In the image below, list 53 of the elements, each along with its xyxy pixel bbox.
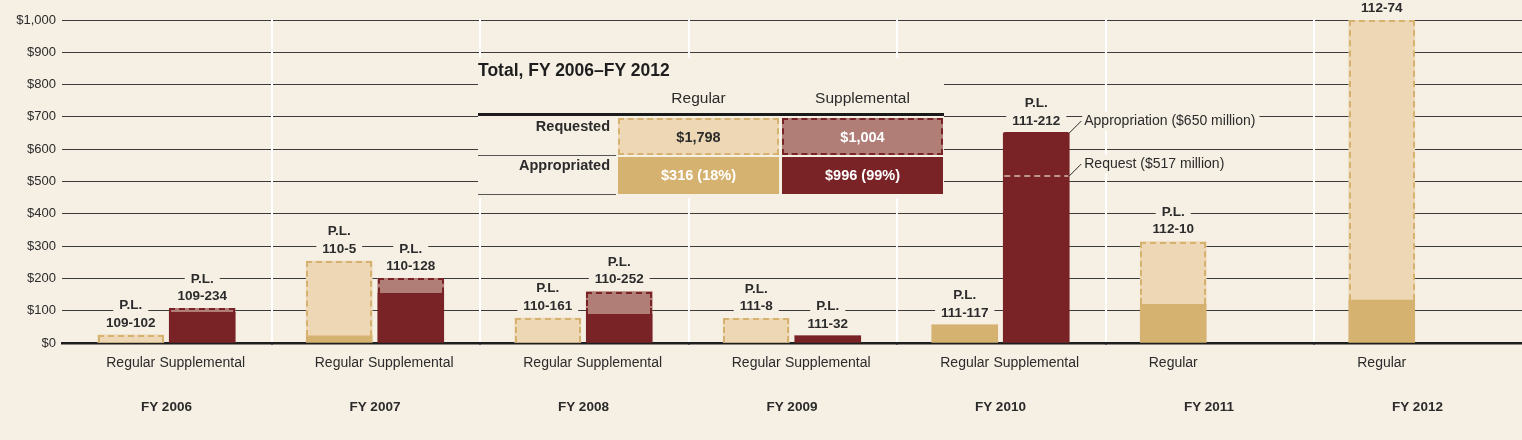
series-label: Appropriated [518, 156, 610, 175]
data-label: P.L. 109-102 [105, 297, 156, 330]
y-tick-label: $300 [27, 237, 56, 253]
x-tick-label: Regular [106, 354, 156, 371]
data-label: P.L. 112-10 [1152, 203, 1194, 237]
ref-line-label: Request ($517 million) [1084, 154, 1225, 171]
x-axis-title: FY 2011 [1183, 398, 1235, 414]
y-tick-label: $800 [27, 76, 56, 92]
y-tick-label: $600 [27, 140, 56, 156]
x-tick-label: Supplemental [367, 354, 454, 371]
x-tick-label: Regular [523, 354, 573, 371]
data-label: P.L. 110-128 [386, 240, 436, 274]
x-tick-label: Regular [314, 354, 365, 371]
data-label: 112-74 [1361, 0, 1403, 15]
data-label: $1,798 [618, 118, 779, 155]
text: Total, FY 2006–FY 2012 [478, 59, 670, 82]
category-label: Regular [670, 88, 727, 108]
x-axis-title: FY 2010 [975, 398, 1026, 414]
y-tick-label: $200 [27, 269, 56, 285]
data-label: P.L. 111-212 [1012, 95, 1061, 128]
x-axis-title: FY 2008 [558, 398, 610, 414]
x-tick-label: Regular [731, 354, 782, 371]
x-axis-title: FY 2006 [141, 398, 193, 414]
x-tick-label: Supplemental [784, 354, 871, 371]
y-tick-label: $1,000 [16, 11, 56, 27]
x-tick-label: Supplemental [159, 354, 246, 371]
data-label: $1,004 [782, 118, 943, 155]
data-label: P.L. 110-161 [523, 280, 573, 313]
x-axis-title: FY 2009 [766, 398, 818, 414]
x-axis-title: FY 2007 [349, 398, 401, 414]
x-tick-label: Regular [1148, 354, 1199, 371]
data-label: P.L. 110-5 [322, 223, 357, 256]
data-label: P.L. 111-32 [807, 298, 849, 331]
series-label: Requested [535, 118, 610, 136]
x-axis-title: FY 2012 [1392, 398, 1443, 414]
x-tick-label: Regular [940, 354, 990, 371]
data-label: P.L. 110-252 [594, 253, 644, 287]
ref-line-label: Appropriation ($650 million) [1084, 111, 1256, 128]
x-tick-label: Supplemental [993, 354, 1080, 371]
y-tick-label: $400 [27, 205, 56, 221]
data-label: $996 (99%) [782, 156, 943, 194]
x-tick-label: Supplemental [576, 354, 663, 371]
y-tick-label: $700 [27, 108, 56, 124]
y-tick-label: $900 [27, 43, 56, 59]
category-label: Supplemental [814, 88, 911, 108]
data-label: P.L. 111-117 [941, 287, 989, 320]
y-tick-label: $500 [27, 173, 56, 189]
data-label: P.L. 109-234 [177, 270, 228, 304]
y-tick-label: $0 [41, 334, 56, 350]
x-tick-label: Regular [1357, 354, 1407, 371]
y-tick-label: $100 [27, 302, 56, 318]
data-label: P.L. 111-8 [739, 280, 774, 314]
data-label: $316 (18%) [618, 156, 779, 194]
